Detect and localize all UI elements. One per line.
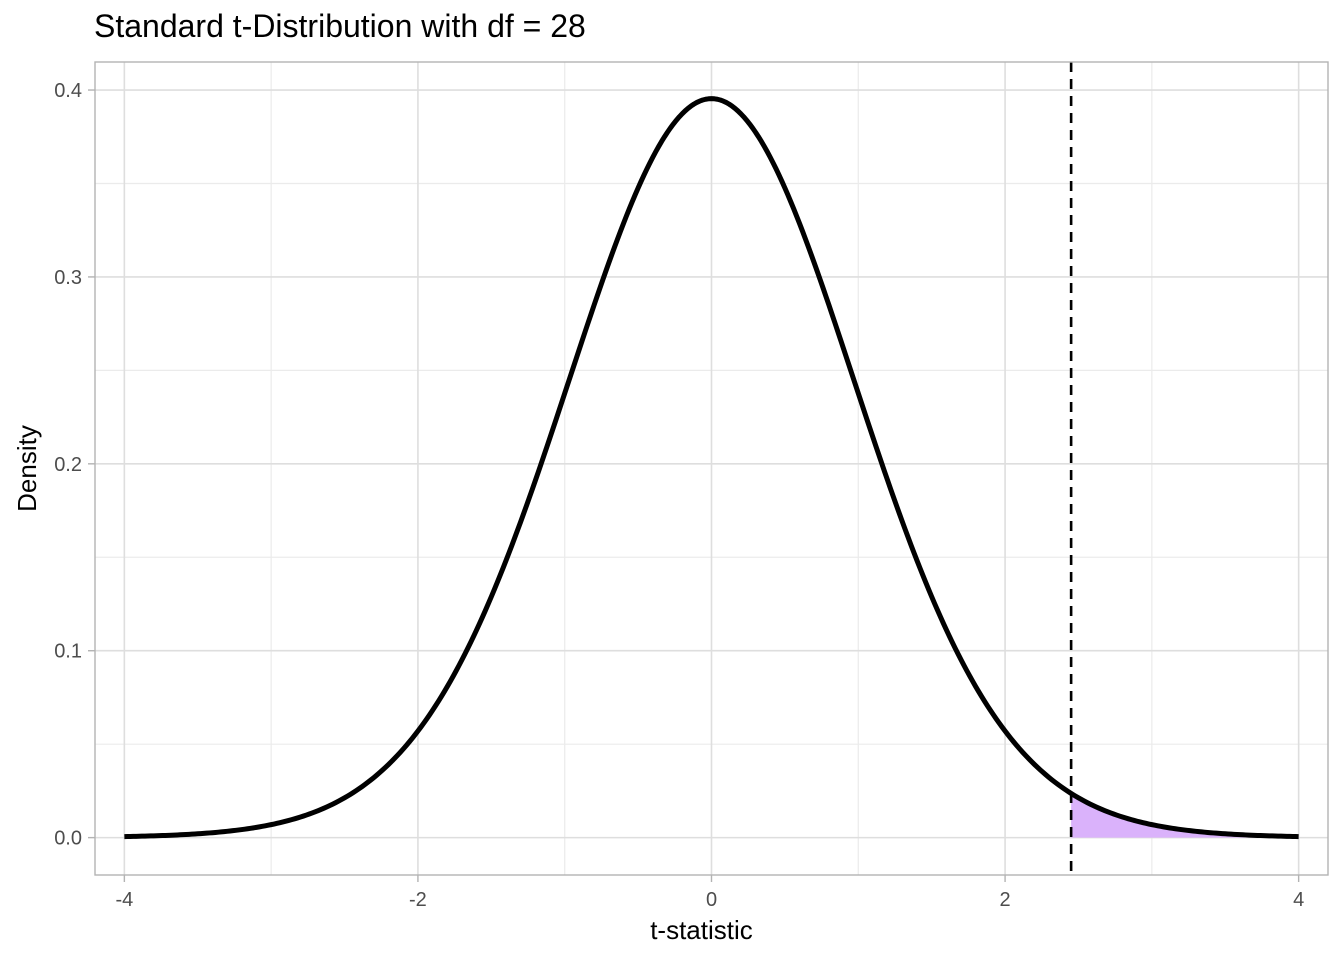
y-tick-label: 0.3 [54,267,82,289]
y-tick-label: 0.4 [54,80,82,102]
shaded-tail-area [1071,793,1299,838]
x-axis-ticks: -4 -2 0 2 4 [115,875,1304,911]
x-tick-label: -2 [409,889,427,911]
y-axis-title: Density [12,425,42,512]
y-axis-ticks: 0.0 0.1 0.2 0.3 0.4 [54,80,95,850]
density-curve [124,96,1299,840]
y-tick-label: 0.0 [54,828,82,850]
x-axis-title: t-statistic [650,915,753,945]
x-tick-label: -4 [115,889,133,911]
major-gridlines [95,62,1328,875]
y-tick-label: 0.2 [54,454,82,476]
x-tick-label: 0 [706,889,717,911]
x-tick-label: 2 [1000,889,1011,911]
y-tick-label: 0.1 [54,641,82,663]
chart-title: Standard t-Distribution with df = 28 [94,8,586,44]
x-tick-label: 4 [1293,889,1304,911]
